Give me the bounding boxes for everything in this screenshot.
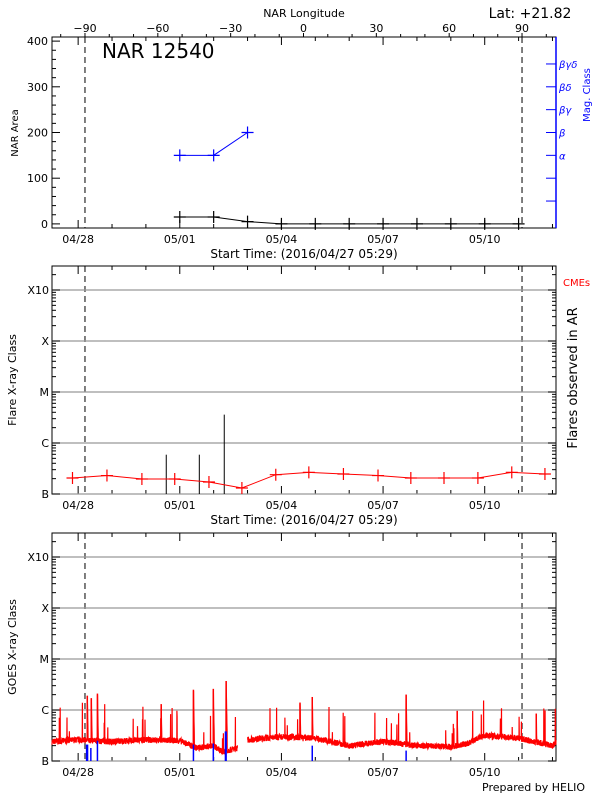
- credit-label: Prepared by HELIO: [482, 781, 585, 794]
- panel1-y-tick-label: 400: [27, 35, 48, 48]
- panel1-y-tick-label: 300: [27, 81, 48, 94]
- cme-point: [66, 471, 79, 484]
- panel3-x-tick-label: 04/28: [62, 766, 94, 779]
- area-point: [275, 217, 288, 230]
- top-axis-title: NAR Longitude: [263, 7, 345, 20]
- area-point: [309, 217, 322, 230]
- panel2-y-tick-label: B: [41, 488, 49, 501]
- longitude-tick-label: 60: [442, 22, 456, 35]
- cme-point: [235, 482, 248, 495]
- area-point: [478, 217, 491, 230]
- longitude-tick-label: −60: [146, 22, 169, 35]
- panel1-xlabel: Start Time: (2016/04/27 05:29): [210, 247, 397, 261]
- area-point: [377, 217, 390, 230]
- panel1-y-tick-label: 0: [41, 218, 48, 231]
- cme-legend: CMEs: [563, 278, 590, 289]
- panel3-y-tick-label: B: [41, 755, 49, 768]
- panel-goes-flux: 04/28 05/01 05/04 05/07 05/10 B C M X X10: [27, 532, 557, 779]
- panel3-x-tick-label: 05/01: [164, 766, 196, 779]
- panel3-x-tick-label: 05/07: [367, 766, 399, 779]
- panel2-y-tick-label: C: [41, 437, 49, 450]
- cme-point: [302, 466, 315, 479]
- panel3-y-tick-label: M: [40, 653, 50, 666]
- cme-point: [135, 472, 148, 485]
- area-point: [410, 217, 423, 230]
- panel3-frame: [51, 532, 557, 762]
- panel2-x-tick-label: 05/04: [266, 499, 298, 512]
- area-point: [444, 217, 457, 230]
- area-point: [173, 211, 186, 224]
- panel1-y-tick-label: 100: [27, 172, 48, 185]
- cme-point: [202, 475, 215, 488]
- panel3-y-tick-label: X: [41, 602, 49, 615]
- area-point: [207, 211, 220, 224]
- mag_class-point: [173, 149, 186, 162]
- panel2-ylabel: Flare X-ray Class: [6, 334, 19, 426]
- panel3-x-tick-label: 05/04: [266, 766, 298, 779]
- goes-flux-curve: [51, 680, 557, 756]
- cme-point: [538, 467, 551, 480]
- panel-nar-area: 04/28 05/01 05/04 05/07 05/100100200300400αβ…: [27, 22, 577, 246]
- panel2-y-tick-label: M: [40, 386, 50, 399]
- panel1-ylabel: NAR Area: [10, 109, 21, 156]
- panel1-y2label: Mag. Class: [582, 68, 593, 122]
- panel1-x-tick-label: 05/07: [367, 233, 399, 246]
- panel3-y-tick-label: C: [41, 704, 49, 717]
- panel1-y-tick-label: 200: [27, 127, 48, 140]
- cme-point: [100, 469, 113, 482]
- longitude-tick-label: −30: [219, 22, 242, 35]
- latitude-label: Lat: +21.82: [489, 6, 572, 22]
- mag-class-label: βδ: [558, 83, 572, 94]
- panel1-x-tick-label: 04/28: [62, 233, 94, 246]
- panel3-ylabel: GOES X-ray Class: [6, 599, 19, 695]
- panel2-x-tick-label: 04/28: [62, 499, 94, 512]
- panel2-y-tick-label: X: [41, 335, 49, 348]
- panel2-x-tick-label: 05/07: [367, 499, 399, 512]
- cme-point: [168, 472, 181, 485]
- panel1-x-tick-label: 05/10: [469, 233, 501, 246]
- longitude-tick-label: −90: [73, 22, 96, 35]
- cme-point: [404, 471, 417, 484]
- panel2-xlabel: Start Time: (2016/04/27 05:29): [210, 513, 397, 527]
- panel3-x-tick-label: 05/10: [469, 766, 501, 779]
- area-point: [512, 217, 525, 230]
- panel1-x-tick-label: 05/01: [164, 233, 196, 246]
- panel2-y-tick-label: X10: [27, 284, 49, 297]
- cme-point: [505, 466, 518, 479]
- cme-point: [438, 471, 451, 484]
- longitude-tick-label: 0: [300, 22, 307, 35]
- longitude-tick-label: 90: [515, 22, 529, 35]
- panel2-x-tick-label: 05/01: [164, 499, 196, 512]
- area-point: [343, 217, 356, 230]
- panel1-x-tick-label: 05/04: [266, 233, 298, 246]
- mag_class-point: [207, 149, 220, 162]
- panel2-y2label: Flares observed in AR: [566, 307, 581, 448]
- panel3-y-tick-label: X10: [27, 551, 49, 564]
- mag_class-point: [241, 126, 254, 139]
- panel-flare-class: 04/28 05/01 05/04 05/07 05/10 B C M X X10: [27, 265, 557, 512]
- cme-point: [269, 468, 282, 481]
- mag-class-label: β: [558, 129, 566, 140]
- longitude-tick-label: 30: [369, 22, 383, 35]
- cme-point: [337, 467, 350, 480]
- panel1-frame: [51, 36, 557, 229]
- mag-class-label: α: [559, 151, 566, 162]
- cme-point: [471, 471, 484, 484]
- cme-point: [372, 469, 385, 482]
- area-point: [241, 215, 254, 228]
- mag-class-label: βγ: [558, 106, 572, 117]
- panel2-frame: [51, 265, 557, 495]
- panel2-x-tick-label: 05/10: [469, 499, 501, 512]
- mag-class-label: βγδ: [558, 60, 577, 71]
- region-title: NAR 12540: [102, 39, 215, 63]
